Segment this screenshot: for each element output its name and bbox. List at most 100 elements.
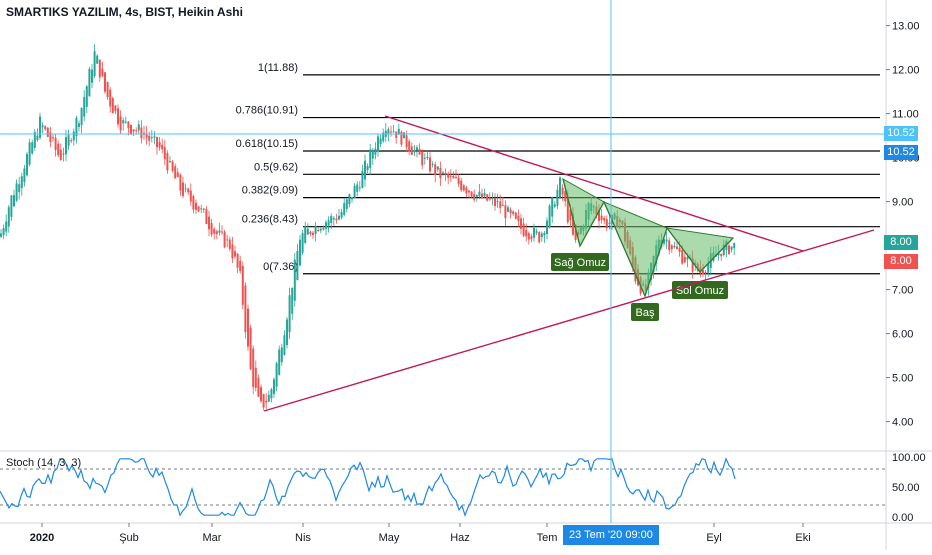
fib-label: 1(11.88)	[258, 62, 298, 74]
candle-body	[57, 143, 60, 156]
candle-body	[504, 205, 507, 219]
candle-body	[15, 183, 18, 201]
candle-body	[704, 272, 707, 274]
candle-body	[457, 177, 460, 184]
last-price-red: 8.00	[884, 254, 918, 269]
candle-body	[187, 188, 190, 193]
candle-body	[70, 140, 73, 142]
candle-body	[109, 89, 112, 107]
candle-body	[491, 198, 494, 200]
time-tick-label: Mar	[203, 532, 222, 544]
candle-body	[379, 138, 382, 145]
candle-body	[517, 215, 520, 221]
candle-body	[475, 194, 478, 197]
candle-body	[364, 160, 366, 180]
price-tick-label: 12.00	[892, 65, 920, 77]
candle-body	[673, 245, 676, 248]
candle-body	[572, 214, 574, 235]
candle-body	[426, 156, 429, 159]
candle-body	[468, 190, 470, 193]
candle-body	[273, 379, 275, 394]
candle-body	[533, 227, 535, 238]
candle-body	[351, 197, 353, 200]
candle-body	[358, 187, 361, 189]
candle-body	[520, 218, 522, 229]
candle-body	[156, 136, 158, 148]
candle-body	[478, 191, 481, 196]
candle-body	[728, 245, 730, 254]
candle-body	[319, 228, 322, 231]
candle-body	[223, 231, 226, 248]
candle-body	[392, 131, 395, 133]
candle-body	[275, 363, 278, 387]
candle-body	[93, 51, 96, 77]
candle-body	[184, 188, 187, 190]
time-tick-label: Nis	[295, 532, 311, 544]
candle-body	[361, 170, 364, 188]
candle-body	[600, 215, 603, 221]
candle-body	[41, 125, 44, 128]
candle-body	[52, 137, 54, 139]
candle-body	[101, 68, 104, 77]
lower-trendline	[263, 229, 875, 412]
candle-body	[608, 222, 611, 224]
candle-body	[78, 123, 80, 127]
candle-body	[730, 246, 733, 250]
candle-body	[538, 232, 541, 243]
price-tick-label: 5.00	[892, 373, 913, 385]
candle-body	[202, 208, 205, 210]
candle-body	[46, 127, 49, 137]
candle-body	[410, 146, 413, 155]
candle-body	[91, 69, 93, 83]
crosshair-price-box-2: 10.52	[884, 145, 918, 160]
candle-body	[598, 210, 600, 221]
candle-body	[80, 107, 83, 126]
candle-body	[13, 195, 15, 207]
candle-body	[335, 218, 338, 221]
candle-body	[33, 131, 36, 148]
candle-body	[215, 231, 218, 235]
candle-body	[309, 231, 312, 234]
candle-body	[686, 257, 689, 260]
candle-body	[85, 86, 88, 107]
pattern-label-box	[551, 253, 609, 271]
candle-body	[322, 228, 325, 230]
pattern-line	[562, 178, 734, 298]
candle-body	[117, 108, 119, 125]
candle-body	[140, 127, 143, 139]
candle-body	[176, 172, 179, 177]
candle-body	[262, 394, 265, 408]
candle-body	[28, 142, 31, 165]
fib-label: 0.236(8.43)	[242, 214, 298, 226]
candle-body	[330, 216, 333, 224]
candle-body	[559, 177, 561, 198]
candle-body	[244, 285, 247, 333]
candle-body	[10, 195, 13, 217]
time-tick-label: Şub	[119, 532, 139, 544]
candle-body	[501, 204, 504, 206]
fib-label: 0.618(10.15)	[236, 138, 298, 150]
candle-body	[418, 148, 421, 155]
time-tick-label: 2020	[30, 532, 54, 544]
candle-body	[317, 229, 320, 232]
stoch-label: Stoch (14, 3, 3)	[6, 457, 82, 469]
candle-body	[733, 242, 736, 249]
candle-body	[452, 175, 455, 179]
candle-body	[249, 327, 252, 370]
candle-body	[717, 252, 720, 256]
candle-body	[525, 229, 528, 237]
candle-body	[296, 250, 299, 281]
price-tick-label: 4.00	[892, 417, 913, 429]
candle-body	[509, 209, 512, 214]
candle-body	[403, 132, 405, 139]
time-tick-label: Tem	[537, 532, 558, 544]
candle-body	[530, 236, 533, 239]
candle-body	[327, 220, 330, 226]
candle-body	[226, 239, 229, 241]
candle-body	[171, 161, 174, 172]
fib-label: 0.786(10.91)	[236, 105, 298, 117]
candle-body	[213, 228, 216, 234]
candle-body	[299, 239, 301, 266]
